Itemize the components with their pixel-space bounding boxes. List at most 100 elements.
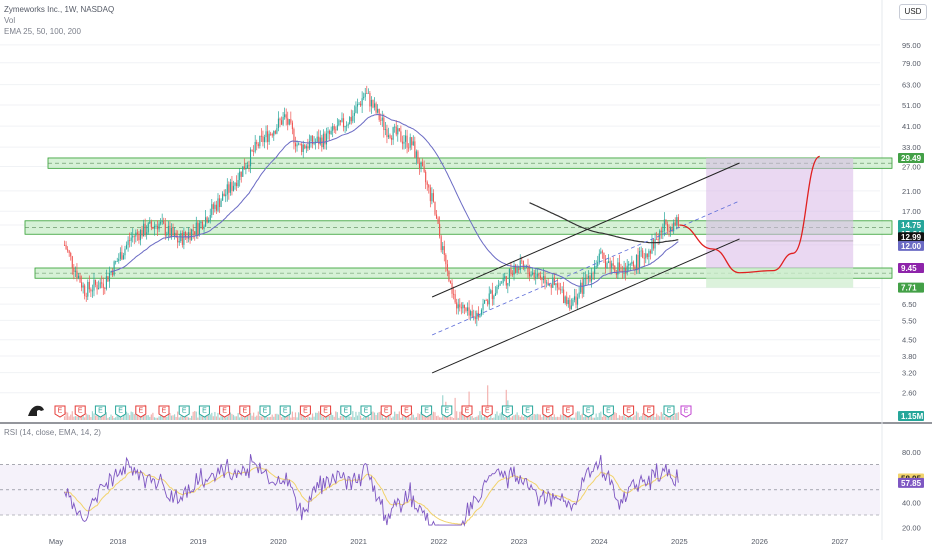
candle-body: [425, 171, 427, 183]
candle-body: [265, 131, 267, 138]
volume-bar: [544, 411, 546, 420]
price-badge-bg: [898, 153, 924, 163]
volume-bar: [254, 416, 256, 420]
price-badge-text: 12.99: [901, 233, 922, 242]
volume-bar: [189, 417, 191, 420]
candle-body: [229, 182, 231, 193]
candle-body: [307, 146, 309, 149]
volume-bar: [308, 416, 311, 420]
earnings-badge: [461, 405, 473, 418]
volume-bar: [587, 416, 590, 420]
volume-bar: [514, 414, 517, 420]
candle-body: [552, 277, 554, 288]
earnings-letter: E: [182, 408, 187, 415]
candle-body: [150, 221, 152, 228]
candle-body: [324, 133, 326, 145]
candle-body: [485, 300, 487, 302]
price-badge-ema: 12.00: [898, 240, 924, 251]
volume-bar: [102, 416, 104, 420]
candle-body: [239, 171, 241, 181]
chart-title: Zymeworks Inc., 1W, NASDAQ: [4, 5, 115, 14]
volume-bar: [191, 415, 193, 420]
currency-button[interactable]: USD: [899, 4, 927, 20]
candle-body: [651, 239, 653, 254]
candle-body: [406, 135, 408, 148]
earnings-marker: E: [623, 405, 635, 418]
candle-body: [288, 119, 290, 125]
earnings-badge: [680, 405, 692, 418]
volume-bar: [124, 411, 126, 420]
candle-body: [347, 124, 349, 126]
candle-body: [108, 273, 111, 282]
volume-bar: [398, 411, 400, 420]
candle-body: [586, 278, 588, 280]
candle-body: [453, 293, 455, 295]
volume-bar: [73, 416, 75, 420]
volume-bar: [333, 416, 335, 420]
candle-body: [206, 217, 208, 223]
candle-body: [274, 131, 276, 134]
volume-bar: [105, 412, 107, 420]
volume-bar: [175, 417, 177, 420]
volume-bar: [513, 415, 515, 420]
candle-body: [603, 252, 605, 259]
candle-body: [285, 114, 287, 119]
candle-body: [194, 231, 196, 235]
candle-body: [465, 307, 467, 311]
candle-body: [496, 286, 498, 294]
candle-body: [463, 304, 465, 308]
volume-bar: [67, 412, 69, 420]
volume-bar: [110, 414, 112, 420]
volume-bar: [511, 416, 514, 420]
volume-bars: [63, 385, 679, 420]
candle-body: [294, 143, 297, 147]
volume-bar: [418, 414, 421, 420]
earnings-badge: [663, 405, 675, 418]
candle-body: [164, 223, 166, 236]
volume-bar: [638, 417, 641, 420]
volume-bar: [226, 416, 228, 420]
volume-bar: [473, 417, 475, 420]
volume-bar: [625, 417, 627, 420]
volume-bar: [287, 413, 289, 420]
volume-bar: [578, 411, 580, 420]
volume-bar: [377, 412, 379, 420]
volume-bar: [412, 414, 414, 420]
volume-bar: [268, 416, 270, 420]
rsi-tick-label: 20.00: [902, 524, 921, 533]
volume-bar: [583, 417, 585, 420]
candle-body: [356, 104, 359, 107]
candle-body: [417, 151, 419, 164]
candle-body: [136, 232, 138, 235]
volume-bar: [315, 412, 317, 420]
candle-body: [386, 129, 388, 138]
volume-bar: [349, 416, 351, 420]
candle-body: [611, 263, 613, 269]
candle-body: [648, 250, 650, 257]
candle-body: [541, 278, 543, 281]
candle-body: [144, 223, 146, 235]
earnings-badge: [135, 405, 147, 418]
volume-bar: [485, 416, 487, 420]
earnings-marker: E: [135, 405, 147, 418]
volume-bar: [304, 416, 306, 420]
candle-body: [125, 244, 128, 249]
candle-body: [536, 273, 538, 277]
earnings-letter: E: [606, 408, 611, 415]
volume-bar: [456, 411, 458, 420]
volume-bar: [256, 415, 258, 420]
volume-bar: [373, 412, 376, 420]
volume-bar: [208, 415, 210, 420]
candle-body: [502, 278, 504, 283]
volume-bar: [90, 417, 92, 420]
price-badge-text: 1.15M: [901, 412, 924, 421]
candle-body: [342, 118, 345, 128]
candle-body: [149, 221, 151, 224]
earnings-badge: [115, 405, 127, 418]
volume-bar: [457, 417, 459, 420]
candle-body: [101, 282, 103, 284]
volume-bar: [239, 417, 241, 420]
candle-body: [222, 193, 224, 201]
candle-body: [656, 238, 658, 240]
